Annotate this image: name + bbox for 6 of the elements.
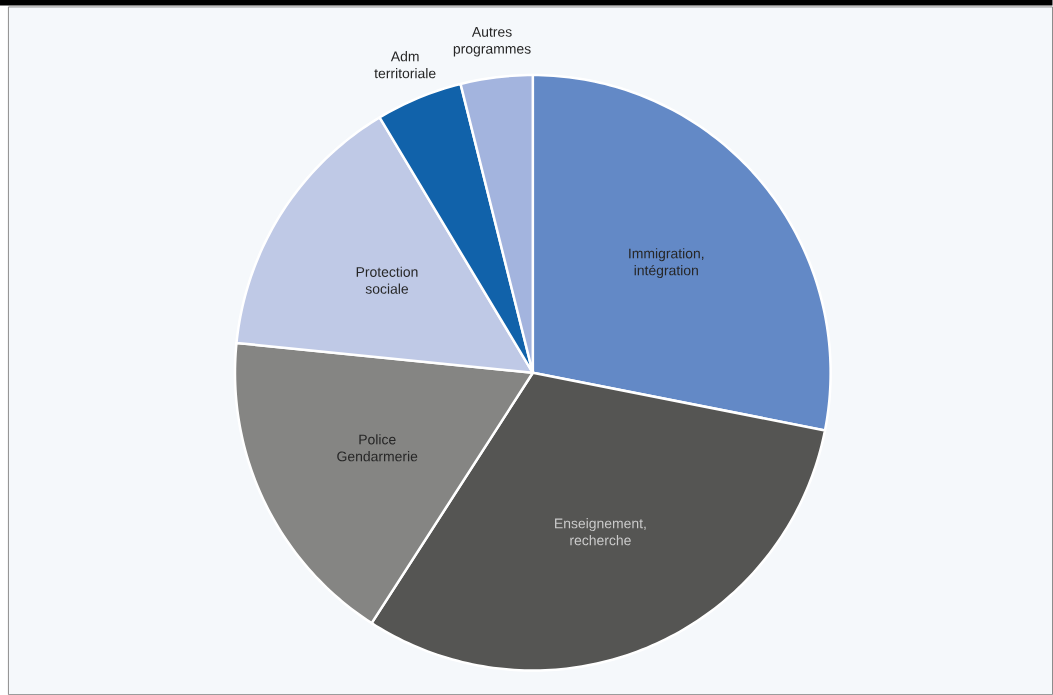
slice-label: Adm territoriale [374, 51, 436, 79]
slice-label: Protection sociale [356, 266, 418, 294]
slice-label: Police Gendarmerie [337, 434, 418, 462]
slice-label: Enseignement, recherche [555, 518, 646, 546]
slice-label: Immigration, intégration [629, 248, 704, 279]
slice-label: Autres programmes [453, 27, 531, 57]
